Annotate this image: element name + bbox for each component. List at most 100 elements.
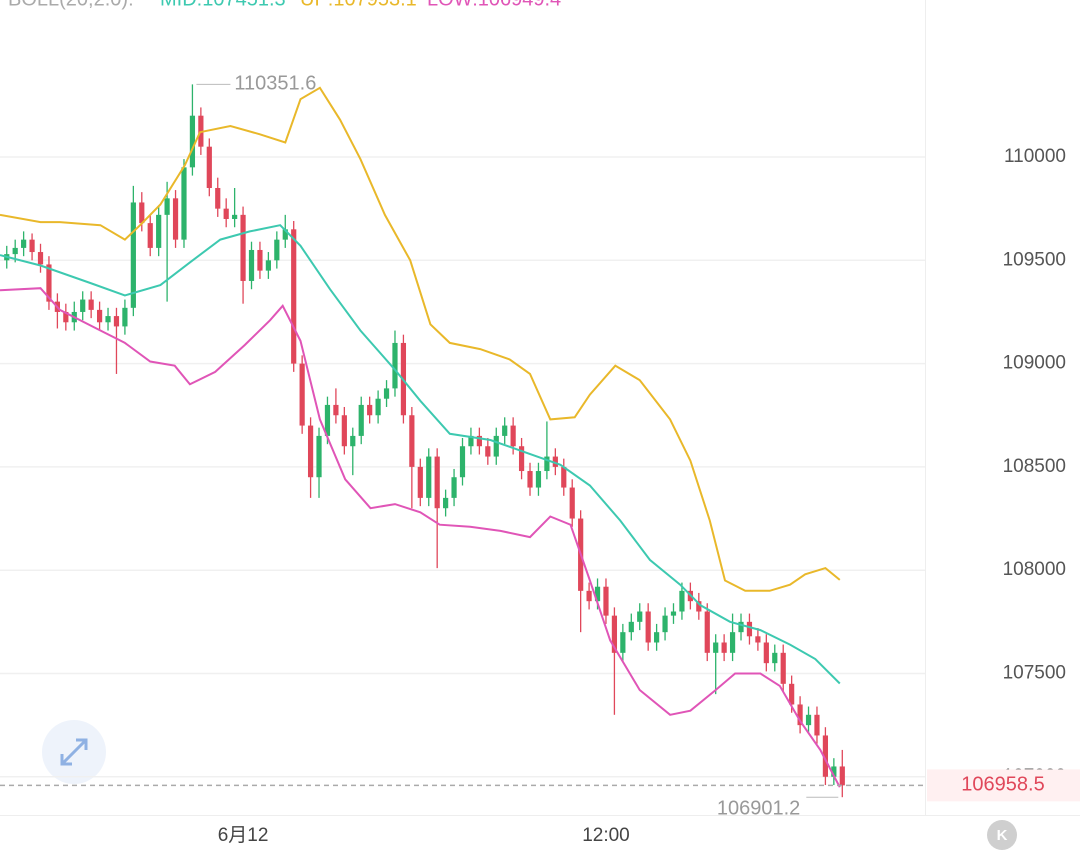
candle-body [307, 425, 314, 478]
x-tick-label: 6月12 [218, 825, 269, 846]
candle-body [527, 471, 533, 488]
candle-body [620, 632, 626, 653]
y-tick-label: 108000 [1003, 559, 1066, 580]
legend-entry: UP:107953.1 [300, 0, 417, 10]
candle-body [459, 446, 466, 478]
candle-body [358, 404, 364, 436]
candle-body [755, 636, 761, 643]
candle-body [637, 611, 643, 622]
candle-body [789, 683, 795, 705]
low-marker-label: 106901.2 [717, 797, 800, 819]
candle-body [274, 239, 280, 261]
candle-body [122, 307, 128, 327]
candle-body [367, 404, 373, 416]
candle-body [265, 260, 271, 271]
candle-body [451, 477, 457, 498]
candle-body [375, 398, 381, 416]
candle-body [510, 425, 516, 447]
candle-body [628, 621, 634, 633]
high-marker-label: 110351.6 [234, 73, 316, 95]
candle-body [729, 632, 736, 653]
candle-body [654, 632, 660, 643]
band-line [0, 287, 841, 788]
y-tick-label: 109000 [1003, 353, 1066, 374]
candle-body [535, 471, 542, 488]
candle-body [696, 601, 702, 612]
candle-body [63, 311, 69, 323]
candle-body [746, 621, 753, 637]
kline-button-label[interactable]: K [997, 827, 1008, 844]
candle-body [822, 735, 829, 777]
candle-body [814, 714, 820, 736]
candle-body [502, 425, 508, 436]
candle-body [130, 202, 136, 308]
candle-body [341, 415, 347, 447]
candle-body [240, 214, 246, 281]
candle-body [29, 239, 35, 253]
candle-body [223, 208, 229, 219]
candle-body [468, 435, 474, 447]
candle-body [333, 404, 339, 416]
price-tag: 106958.5 [961, 774, 1044, 796]
candle-body [232, 214, 238, 219]
candle-body [96, 309, 103, 323]
kline-button[interactable]: K [987, 820, 1017, 850]
candle-body [561, 466, 567, 488]
candle-body [172, 198, 179, 240]
y-tick-label: 107500 [1003, 663, 1066, 684]
expand-icon[interactable] [60, 738, 88, 766]
kline-button-bg[interactable] [987, 820, 1017, 850]
candle-body [80, 299, 86, 312]
candle-body [763, 642, 769, 664]
candle-body [409, 415, 415, 467]
candle-body [476, 435, 482, 447]
candle-body [324, 404, 331, 436]
candle-body [772, 652, 778, 664]
y-tick-label: 109500 [1003, 249, 1066, 270]
candle-body [350, 435, 356, 447]
band-line [0, 224, 841, 685]
expand-button[interactable] [42, 720, 106, 784]
candle-body [164, 198, 170, 215]
candle-body [586, 590, 592, 602]
candle-body [518, 446, 525, 472]
candle-body [434, 456, 440, 509]
candle-body [721, 642, 727, 653]
candle-body [12, 247, 18, 255]
candle-body [670, 611, 677, 616]
candle-body [248, 249, 255, 281]
candle-body [544, 456, 550, 472]
candle-body [105, 316, 111, 323]
candle-body [156, 214, 162, 248]
candle-body [738, 621, 744, 633]
candle-body [662, 615, 668, 633]
candle-body [392, 342, 398, 389]
candle-body [46, 264, 52, 302]
y-tick-label: 108500 [1003, 456, 1066, 477]
candle-body [383, 388, 390, 399]
candle-body [594, 586, 601, 602]
candle-body [603, 586, 609, 616]
candle-body [611, 615, 618, 653]
candle-body [797, 704, 803, 726]
legend-entry: LOW:106949.4 [427, 0, 561, 10]
candle-body [569, 487, 575, 519]
price-tag-bg [927, 769, 1080, 802]
candle-body [805, 714, 812, 726]
candle-body [704, 611, 710, 653]
candle-body [552, 456, 558, 467]
x-tick-label: 12:00 [582, 825, 630, 846]
indicator-label: BOLL(20,2.0): [8, 0, 134, 10]
candle-body [645, 611, 651, 643]
candle-body [485, 446, 491, 457]
candle-body [316, 435, 322, 478]
candle-body [780, 652, 786, 684]
candle-body [215, 187, 221, 209]
candle-body [37, 252, 44, 265]
candle-body [713, 642, 719, 653]
candle-body [181, 167, 187, 240]
candle-body [206, 146, 212, 188]
